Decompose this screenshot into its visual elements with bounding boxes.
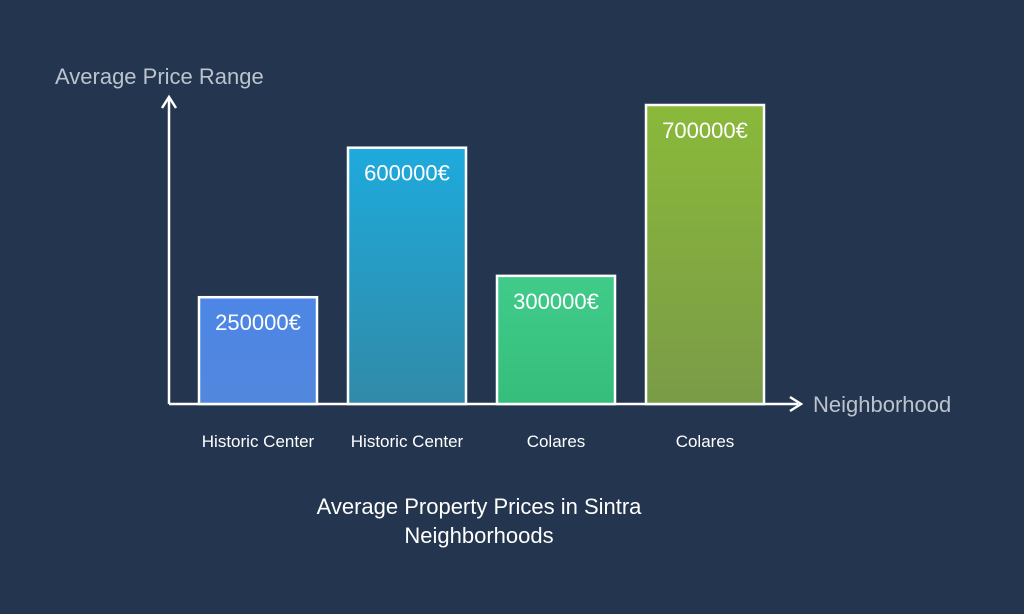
category-label-1: Historic Center [202, 432, 315, 451]
chart-title-line-1: Average Property Prices in Sintra [316, 494, 642, 519]
bar-1 [197, 295, 319, 406]
bar-value-label-4: 700000€ [662, 118, 748, 143]
bar-value-label-3: 300000€ [513, 289, 599, 314]
bars-group: 250000€ Historic Center 600000€ Historic Ce… [197, 103, 766, 451]
category-label-4: Colares [676, 432, 735, 451]
category-label-2: Historic Center [351, 432, 464, 451]
chart-title-line-2: Neighborhoods [404, 523, 554, 548]
bar-3 [495, 274, 617, 406]
category-label-3: Colares [527, 432, 586, 451]
x-axis-arrow [789, 395, 804, 413]
y-axis-title: Average Price Range [55, 64, 264, 89]
bar-value-label-2: 600000€ [364, 161, 450, 186]
y-axis-arrow [160, 94, 178, 109]
bar-2 [346, 146, 468, 406]
x-axis-title: Neighborhood [813, 392, 951, 417]
chart-title: Average Property Prices in Sintra Neighb… [212, 492, 746, 550]
bar-4 [644, 103, 766, 406]
bar-value-label-1: 250000€ [215, 310, 301, 335]
